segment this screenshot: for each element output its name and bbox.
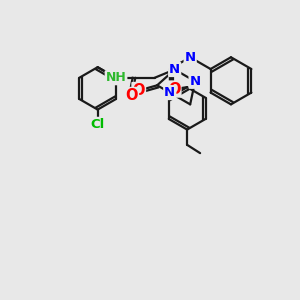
Text: N: N [190, 75, 201, 88]
Text: NH: NH [106, 71, 126, 84]
Text: N: N [169, 63, 180, 76]
Text: Cl: Cl [91, 118, 105, 131]
Text: O: O [133, 83, 145, 98]
Text: O: O [125, 88, 138, 103]
Text: N: N [184, 51, 196, 64]
Text: O: O [168, 82, 180, 97]
Text: N: N [164, 86, 175, 99]
